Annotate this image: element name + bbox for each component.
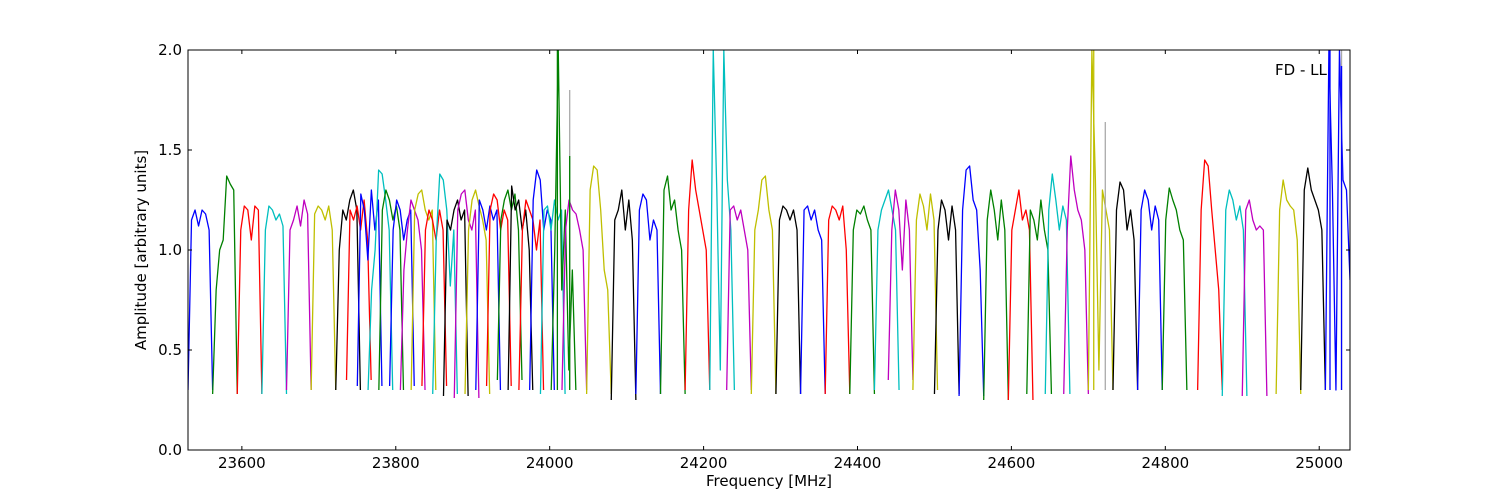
series-line-6 <box>310 205 337 391</box>
series-line-29 <box>585 165 612 395</box>
series-line-1 <box>188 209 214 391</box>
series-line-48 <box>1026 199 1053 395</box>
series-line-13 <box>399 199 426 391</box>
series-line-59 <box>1300 167 1327 391</box>
x-tick-label: 24000 <box>526 454 574 472</box>
series-line-32 <box>659 175 686 395</box>
series-line-45 <box>958 165 985 397</box>
series-line-42 <box>887 189 914 381</box>
y-tick-label: 1.0 <box>158 241 182 259</box>
y-tick-label: 1.5 <box>158 141 182 159</box>
series-line-51 <box>1087 50 1114 391</box>
series-line-20 <box>475 199 502 391</box>
series-layer <box>188 50 1350 401</box>
series-line-53 <box>1136 189 1163 391</box>
series-line-8 <box>345 199 372 381</box>
series-line-47 <box>1007 189 1034 401</box>
x-tick-label: 23800 <box>372 454 420 472</box>
plot-annotation: FD - LL <box>1275 61 1327 79</box>
series-line-14 <box>410 189 437 391</box>
x-tick-label: 24600 <box>988 454 1036 472</box>
y-tick-label: 0.0 <box>158 441 182 459</box>
series-line-41 <box>873 189 900 391</box>
x-tick-label: 25000 <box>1295 454 1343 472</box>
x-axis: 23600 23800 24000 24200 24400 24600 24800 25000 <box>218 50 1343 472</box>
series-line-3 <box>236 205 263 395</box>
series-line-46 <box>983 189 1009 401</box>
series-line-52 <box>1112 181 1139 391</box>
series-line-22 <box>496 189 523 381</box>
x-tick-label: 24800 <box>1141 454 1189 472</box>
series-line-9 <box>356 189 383 387</box>
series-line-58 <box>1275 179 1302 395</box>
series-line-11 <box>378 189 405 391</box>
series-line-49 <box>1044 173 1071 395</box>
series-line-39 <box>824 205 851 395</box>
series-line-10 <box>367 169 394 391</box>
series-line-40 <box>849 205 876 395</box>
series-line-23 <box>507 185 534 391</box>
series-line-24 <box>518 199 545 391</box>
series-line-50 <box>1063 155 1090 395</box>
series-line-56 <box>1221 189 1248 397</box>
x-tick-label: 23600 <box>218 454 266 472</box>
y-axis: 0.0 0.5 1.0 1.5 2.0 <box>158 41 1350 459</box>
series-line-36 <box>750 175 777 395</box>
series-line-44 <box>933 199 960 395</box>
series-line-5 <box>285 199 312 391</box>
x-tick-label: 24200 <box>680 454 728 472</box>
series-line-2 <box>211 175 238 395</box>
y-tick-label: 2.0 <box>158 41 182 59</box>
series-line-4 <box>261 205 288 395</box>
series-line-19 <box>464 189 491 395</box>
series-line-15 <box>421 209 448 387</box>
series-line-43 <box>912 193 939 391</box>
x-tick-label: 24400 <box>834 454 882 472</box>
series-line-35 <box>726 205 752 391</box>
series-line-55 <box>1196 159 1223 391</box>
series-line-30 <box>610 189 637 401</box>
series-line-18 <box>453 189 480 399</box>
series-line-21 <box>485 193 512 387</box>
y-tick-label: 0.5 <box>158 341 182 359</box>
series-line-31 <box>635 193 662 395</box>
x-axis-label: Frequency [MHz] <box>706 472 832 490</box>
series-line-37 <box>775 205 802 395</box>
series-line-25 <box>529 169 555 391</box>
series-line-57 <box>1241 199 1268 397</box>
series-line-27 <box>550 50 577 391</box>
series-line-33 <box>684 159 711 391</box>
y-axis-label: Amplitude [arbitrary units] <box>132 150 150 350</box>
series-line-38 <box>799 205 826 395</box>
series-line-16 <box>432 173 458 395</box>
series-line-17 <box>442 199 469 397</box>
series-line-54 <box>1161 187 1188 391</box>
series-line-28 <box>561 199 588 391</box>
